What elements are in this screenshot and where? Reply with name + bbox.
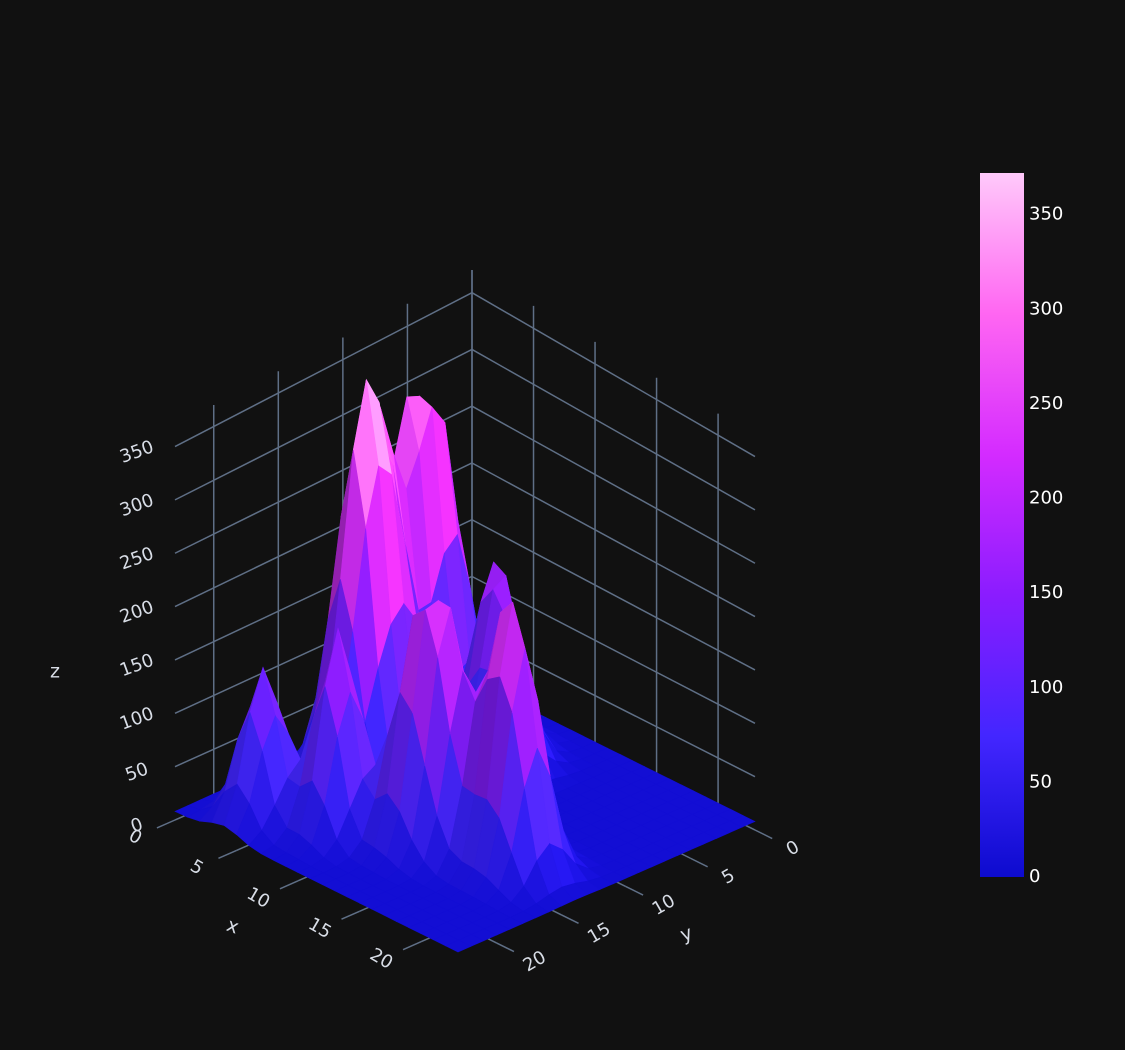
z-gridline <box>471 348 756 511</box>
x-axis-title: x <box>224 914 242 939</box>
colorbar-tick-label: 300 <box>1029 298 1063 319</box>
x-tick-label: 20 <box>366 944 396 974</box>
y-tick-mark <box>754 829 773 840</box>
z-tick-label: 100 <box>117 703 156 734</box>
z-gridline <box>471 292 756 458</box>
y-tick-label: 20 <box>519 947 549 977</box>
colorbar-gradient <box>980 173 1024 877</box>
colorbar-tick-label: 50 <box>1029 771 1052 792</box>
x-tick-mark <box>156 819 176 829</box>
y-tick-label: 5 <box>718 865 738 889</box>
y-tick-label: 10 <box>649 890 679 920</box>
surface-cell <box>444 939 472 953</box>
colorbar-tick-label: 0 <box>1029 866 1040 887</box>
y-tick-label: 15 <box>584 918 614 948</box>
y-tick-mark <box>560 914 579 924</box>
surface-plot[interactable] <box>174 378 756 953</box>
y-tick-mark <box>690 857 708 868</box>
colorbar-tick-label: 350 <box>1029 204 1063 225</box>
z-gridline <box>471 462 756 618</box>
z-tick-label: 300 <box>117 490 156 521</box>
colorbar: 0 50 100 150 200 250 300 350 <box>980 173 1063 887</box>
z-gridline <box>471 575 756 724</box>
y-tick-label: 0 <box>783 836 803 860</box>
colorbar-tick-label: 100 <box>1029 677 1063 698</box>
z-tick-label: 150 <box>117 650 156 681</box>
x-tick-label: 15 <box>305 914 335 944</box>
z-gridline <box>471 405 756 564</box>
x-tick-mark <box>402 941 422 951</box>
colorbar-tick-label: 200 <box>1029 488 1063 509</box>
z-tick-label: 50 <box>122 758 151 786</box>
z-gridline <box>174 348 473 501</box>
y-tick-mark <box>496 942 515 953</box>
x-tick-label: 5 <box>187 856 207 880</box>
colorbar-tick-label: 250 <box>1029 393 1063 414</box>
z-gridline <box>471 519 756 671</box>
x-tick-mark <box>218 849 237 860</box>
z-tick-label: 200 <box>117 596 156 627</box>
z-tick-label: 350 <box>117 436 156 467</box>
y-tick-mark <box>625 885 644 896</box>
z-gridline <box>174 292 473 448</box>
x-tick-mark <box>341 910 360 920</box>
y-axis-title: y <box>677 922 695 947</box>
z-tick-label: 250 <box>117 543 156 574</box>
x-tick-mark <box>279 880 299 890</box>
z-axis-title: z <box>50 661 60 683</box>
x-tick-label: 10 <box>243 883 273 913</box>
colorbar-tick-label: 150 <box>1029 582 1063 603</box>
